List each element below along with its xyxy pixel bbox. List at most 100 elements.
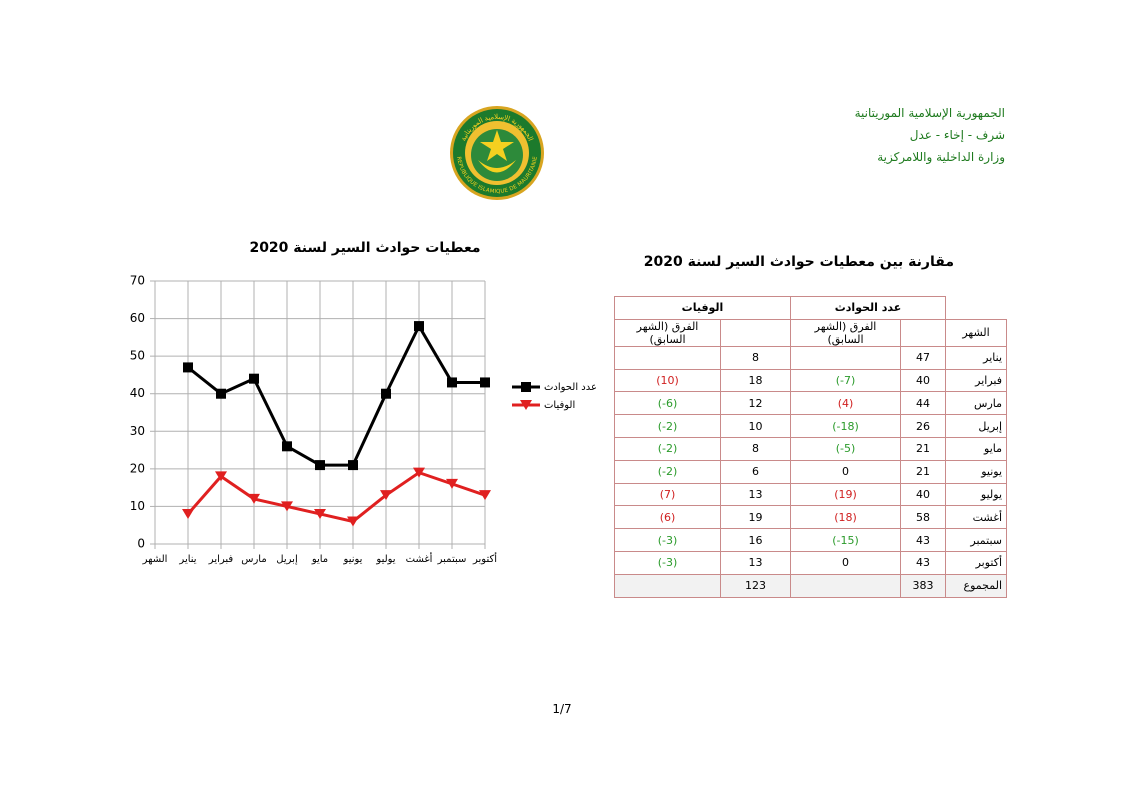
emblem: الجمهورية الإسلامية الموريتانية REPUBLIQ… [450, 106, 544, 200]
marker [314, 508, 326, 519]
cell: 8 [720, 345, 791, 370]
cell: 21 [900, 436, 947, 461]
cell: 8 [720, 436, 791, 461]
x-tick-label: الشهر [142, 554, 168, 565]
cell: 43 [900, 550, 947, 575]
y-tick-label: 0 [137, 537, 145, 551]
x-tick-label: يناير [178, 554, 196, 565]
marker [447, 377, 457, 388]
cell: (-6) [614, 391, 721, 416]
cell: 18 [720, 368, 791, 393]
cell: (-18) [789, 414, 902, 438]
row-label: أغشت [945, 505, 1008, 530]
cell: (7) [614, 482, 721, 507]
x-tick-label: يونيو [343, 554, 363, 565]
x-tick-label: سبتمبر [437, 554, 467, 565]
marker [216, 388, 226, 399]
row-label: أكتوبر [945, 550, 1008, 575]
marker [315, 460, 325, 471]
header-line: وزارة الداخلية واللامركزية [877, 150, 1005, 164]
table-row: يونيو 21 0 6 (-2) [614, 459, 1008, 484]
y-tick-label: 70 [130, 274, 145, 288]
row-label: المجموع [945, 573, 1008, 598]
cell: 12 [720, 391, 791, 416]
cell: (6) [614, 505, 721, 530]
blank-cell [945, 296, 1007, 320]
marker [479, 490, 491, 501]
cell: 40 [900, 482, 947, 507]
cell: (-2) [614, 414, 721, 438]
cell: (4) [789, 391, 902, 416]
table-row: سبتمبر 43 (-15) 16 (-3) [614, 528, 1008, 552]
cell: 13 [720, 550, 791, 575]
marker [183, 362, 193, 373]
table-row: مايو 21 (-5) 8 (-2) [614, 436, 1008, 461]
x-tick-label: مارس [241, 554, 266, 565]
legend-label: الوفيات [544, 400, 575, 411]
table-row: أكتوبر 43 0 13 (-3) [614, 550, 1008, 575]
cell [614, 345, 721, 370]
cell: 0 [789, 550, 902, 575]
cell [789, 345, 902, 370]
table-row: المجموع 383 123 [614, 573, 1008, 598]
group-header: الوفيات [614, 296, 791, 320]
x-tick-label: فبراير [208, 554, 234, 565]
marker [521, 382, 531, 392]
marker [381, 388, 391, 399]
page-number: 1/7 [552, 702, 572, 716]
emblem-star [480, 130, 514, 161]
column-header: الفرق (الشهر السابق) [614, 318, 721, 347]
header-line: الجمهورية الإسلامية الموريتانية [854, 106, 1005, 120]
row-label: مايو [945, 436, 1008, 461]
marker [380, 490, 392, 501]
cell: 40 [900, 368, 947, 393]
y-tick-label: 50 [130, 349, 145, 363]
series-line [186, 470, 486, 524]
cell: 58 [900, 505, 947, 530]
y-tick-label: 30 [130, 424, 145, 438]
cell [789, 573, 902, 598]
cell: 0 [789, 459, 902, 484]
cell: (-3) [614, 550, 721, 575]
column-header: الفرق (الشهر السابق) [789, 318, 902, 347]
marker [249, 373, 259, 384]
row-label: يونيو [945, 459, 1008, 484]
x-tick-label: إبريل [276, 554, 298, 565]
cell: (10) [614, 368, 721, 393]
marker [281, 501, 293, 512]
marker [282, 441, 292, 452]
y-tick-label: 40 [130, 386, 145, 400]
marker [480, 377, 490, 388]
cell: (-2) [614, 436, 721, 461]
table-row: يناير 47 8 [614, 345, 1008, 370]
x-tick-label: مايو [311, 554, 328, 565]
x-tick-label: أغشت [406, 552, 433, 565]
cell: (-3) [614, 528, 721, 552]
marker [248, 493, 260, 504]
cell: 26 [900, 414, 947, 438]
cell: 19 [720, 505, 791, 530]
series-line [187, 322, 485, 467]
row-label: سبتمبر [945, 528, 1008, 552]
marker [182, 508, 194, 519]
emblem-crescent [478, 160, 516, 173]
cell: 44 [900, 391, 947, 416]
column-header [720, 318, 791, 347]
table-title: مقارنة بين معطيات حوادث السير لسنة 2020 [643, 254, 954, 270]
cell: (-7) [789, 368, 902, 393]
cell: 21 [900, 459, 947, 484]
cell: 16 [720, 528, 791, 552]
cell: 47 [900, 345, 947, 370]
table-row: مارس 44 (4) 12 (-6) [614, 391, 1008, 416]
cell: 13 [720, 482, 791, 507]
cell: (-5) [789, 436, 902, 461]
row-label: مارس [945, 391, 1008, 416]
cell: 6 [720, 459, 791, 484]
x-tick-label: أكتوبر [472, 552, 497, 565]
cell: 43 [900, 528, 947, 552]
marker [347, 516, 359, 527]
cell: (-15) [789, 528, 902, 552]
legend-label: عدد الحوادث [544, 382, 597, 393]
